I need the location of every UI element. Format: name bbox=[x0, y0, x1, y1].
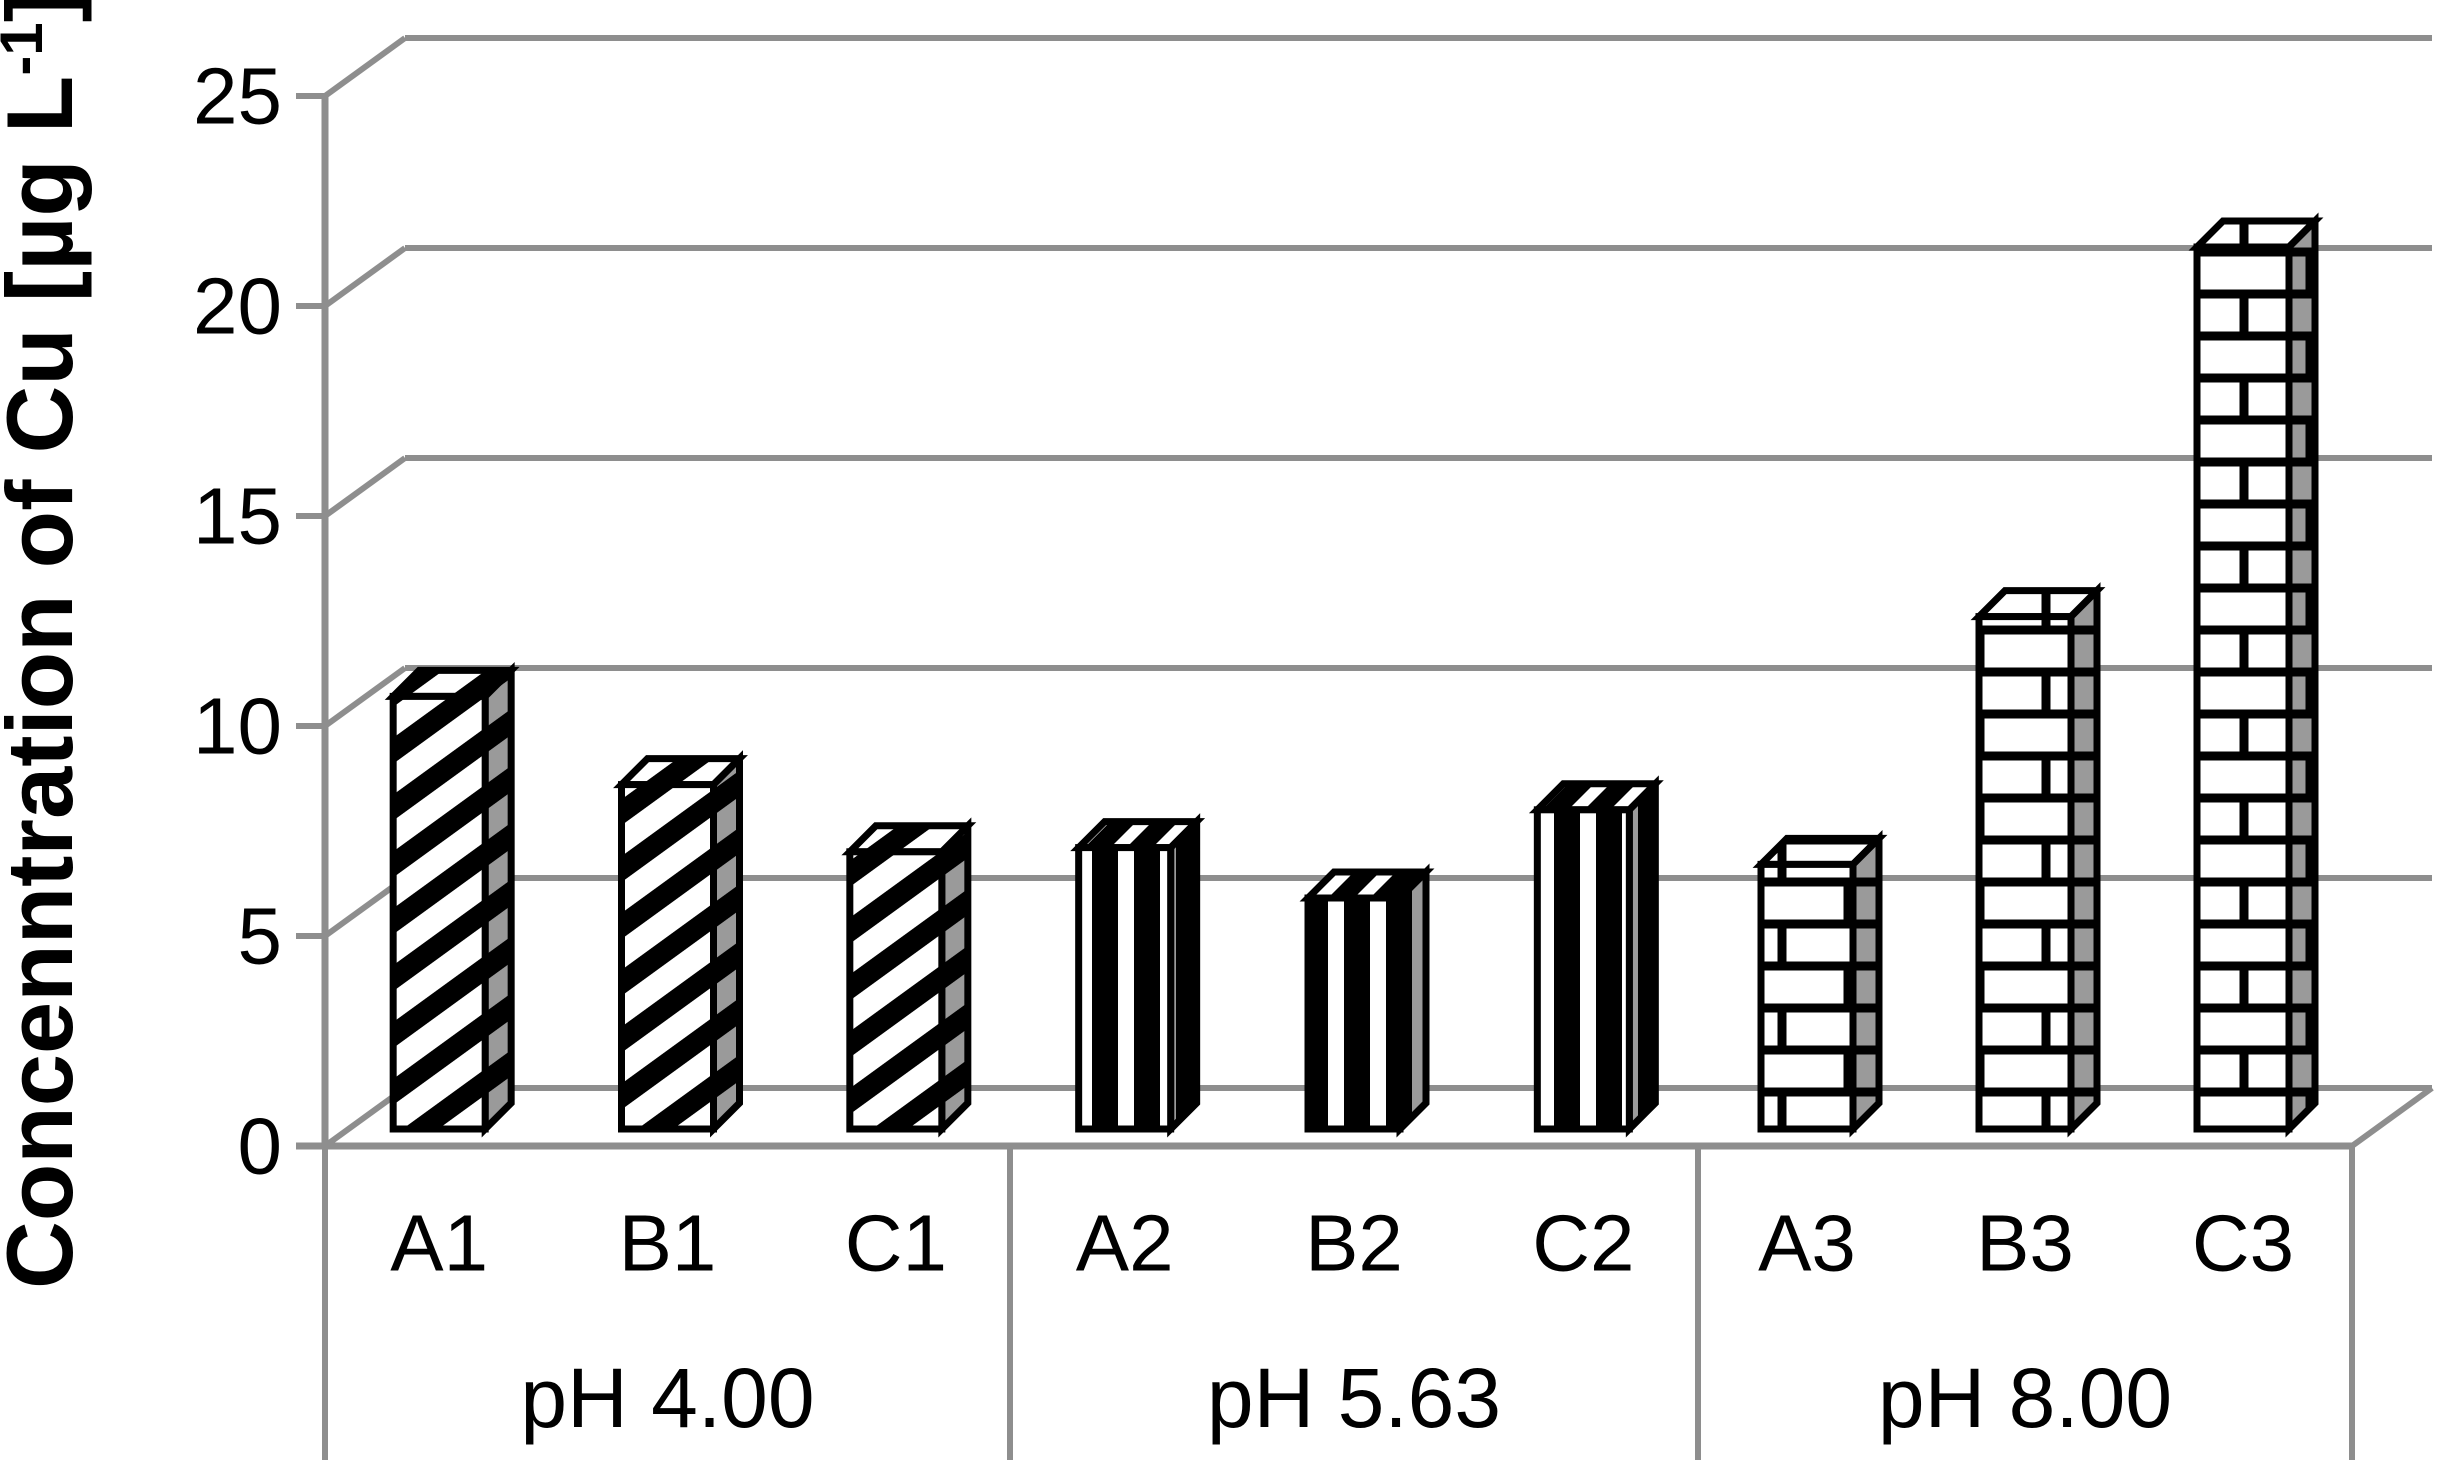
category-label-a2: A2 bbox=[1076, 1199, 1174, 1288]
tick-diagonal-25 bbox=[323, 35, 407, 99]
category-label-c2: C2 bbox=[1532, 1199, 1634, 1288]
y-tick-label-5: 5 bbox=[238, 892, 283, 981]
bar-front-face bbox=[1304, 894, 1404, 1133]
bar-a1 bbox=[384, 661, 520, 1138]
category-label-a3: A3 bbox=[1758, 1199, 1856, 1288]
y-tick-label-10: 10 bbox=[193, 682, 282, 771]
bar-b2 bbox=[1299, 863, 1435, 1138]
category-label-b3: B3 bbox=[1976, 1199, 2074, 1288]
bar-front-face bbox=[2193, 243, 2293, 1133]
y-tick-label-0: 0 bbox=[238, 1102, 283, 1191]
group-label-ph-8-00: pH 8.00 bbox=[1878, 1351, 2172, 1445]
bar-front-face bbox=[618, 781, 717, 1133]
category-label-b1: B1 bbox=[619, 1199, 717, 1288]
bar-side-face bbox=[2067, 582, 2101, 1138]
category-label-c1: C1 bbox=[845, 1199, 947, 1288]
category-label-b2: B2 bbox=[1305, 1199, 1403, 1288]
bar-front-face bbox=[846, 848, 946, 1133]
bar-c1 bbox=[841, 817, 977, 1138]
bar-b1 bbox=[613, 750, 748, 1138]
tick-diagonal-10 bbox=[323, 665, 407, 729]
axis-frame-layer bbox=[296, 93, 2434, 1460]
group-label-ph-5-63: pH 5.63 bbox=[1207, 1351, 1501, 1445]
bars-layer bbox=[384, 212, 2324, 1138]
bar-front-face bbox=[1533, 806, 1633, 1133]
labels-layer: 0 5 10 15 20 25 A1 B1 C1 pH 4.00 A2 B2 C2 pH 5.63 A3 B3… bbox=[0, 0, 2294, 1445]
bar-a3 bbox=[1752, 829, 1888, 1138]
bar-c3 bbox=[2188, 212, 2324, 1138]
bar-c2 bbox=[1528, 775, 1664, 1138]
tick-diagonal-15 bbox=[323, 455, 407, 519]
bar-side-face bbox=[938, 817, 972, 1138]
y-tick-label-20: 20 bbox=[193, 262, 282, 351]
y-tick-label-25: 25 bbox=[193, 52, 282, 141]
bar-a2 bbox=[1070, 813, 1206, 1138]
bar-side-face bbox=[1849, 829, 1883, 1138]
bar-side-face bbox=[1167, 813, 1201, 1138]
y-tick-label-15: 15 bbox=[193, 472, 282, 561]
group-label-ph-4-00: pH 4.00 bbox=[520, 1351, 814, 1445]
bar-side-face bbox=[481, 661, 515, 1138]
bar-front-face bbox=[389, 692, 489, 1133]
category-label-c3: C3 bbox=[2192, 1199, 2294, 1288]
tick-diagonal-20 bbox=[323, 245, 407, 309]
bar-front-face bbox=[1757, 860, 1857, 1133]
floor-right-diagonal bbox=[2350, 1085, 2434, 1149]
bar-b3 bbox=[1970, 582, 2106, 1138]
bar-side-face bbox=[710, 750, 743, 1138]
bar-side-face bbox=[1396, 863, 1430, 1138]
bar-front-face bbox=[1975, 613, 2075, 1133]
bar-side-face bbox=[1625, 775, 1659, 1138]
bar-front-face bbox=[1075, 844, 1175, 1133]
category-label-a1: A1 bbox=[390, 1199, 488, 1288]
bar-side-face bbox=[2285, 212, 2319, 1138]
y-axis-title: Concenntration of Cu [µg L-1] bbox=[0, 0, 92, 1289]
